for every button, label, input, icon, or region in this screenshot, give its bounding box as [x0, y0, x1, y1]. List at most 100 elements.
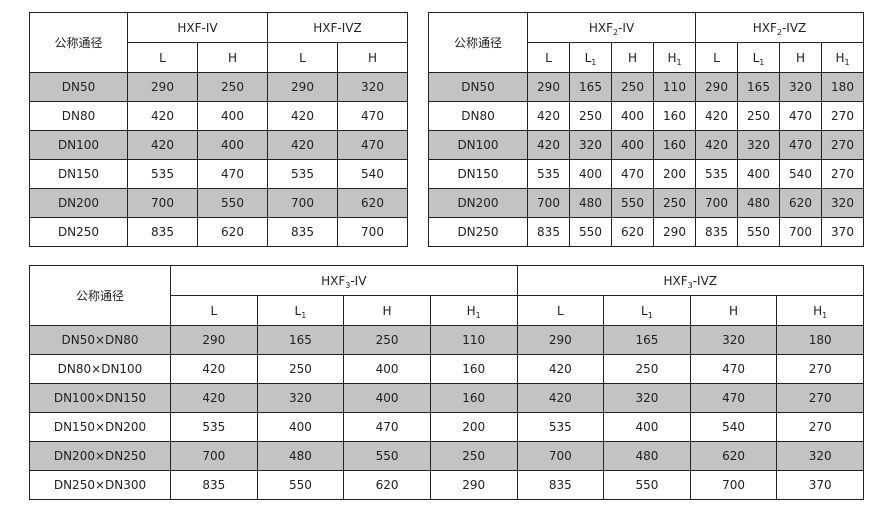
column-name: L [294, 303, 302, 318]
value-cell: 535 [267, 159, 338, 189]
column-name: H [466, 303, 476, 318]
value-cell: 180 [776, 325, 864, 355]
value-cell: 270 [776, 383, 864, 413]
value-cell: 370 [821, 217, 864, 247]
value-cell: 835 [127, 217, 198, 247]
value-cell: 250 [653, 188, 696, 218]
value-cell: 270 [821, 159, 864, 189]
value-cell: 550 [197, 188, 268, 218]
value-cell: 700 [695, 188, 738, 218]
value-cell: 400 [611, 101, 654, 131]
nominal-diameter-cell: DN200 [29, 188, 128, 218]
model-suffix: -IV [350, 273, 367, 288]
column-subscript: 1 [591, 57, 597, 67]
value-cell: 700 [527, 188, 570, 218]
column-header: L [516, 295, 605, 326]
value-cell: 470 [689, 383, 778, 413]
nominal-diameter-cell: DN250 [29, 217, 128, 247]
table-row: DN100×DN150 420 320 400 160 420 320 470 270 [29, 383, 864, 413]
value-cell: 620 [337, 188, 408, 218]
column-header: H1 [776, 295, 864, 326]
value-cell: 290 [127, 72, 198, 102]
dimension-table-hxf: 公称通径 HXF-IV HXF-IVZ L H L H DN50 290 250 290 320 DN8… [29, 12, 408, 247]
value-cell: 270 [821, 130, 864, 160]
value-cell: 420 [516, 354, 605, 384]
table-row: DN80×DN100 420 250 400 160 420 250 470 270 [29, 354, 864, 384]
value-cell: 480 [603, 441, 691, 471]
column-header: H [343, 295, 431, 326]
value-cell: 160 [653, 130, 696, 160]
table-row: DN150 535 400 470 200 535 400 540 270 [428, 159, 864, 189]
value-cell: 420 [695, 101, 738, 131]
value-cell: 550 [737, 217, 780, 247]
column-name: H [729, 303, 739, 318]
column-header: L1 [737, 42, 780, 73]
column-header: H [779, 42, 822, 73]
value-cell: 250 [737, 101, 780, 131]
value-cell: 250 [569, 101, 612, 131]
value-cell: 400 [611, 130, 654, 160]
value-cell: 420 [516, 383, 605, 413]
value-cell: 620 [779, 188, 822, 218]
nominal-diameter-cell: DN150 [29, 159, 128, 189]
column-name: H [627, 50, 638, 65]
value-cell: 250 [611, 72, 654, 102]
value-cell: 550 [343, 441, 431, 471]
column-name: L [641, 303, 648, 318]
table-row: DN50 290 165 250 110 290 165 320 180 [428, 72, 864, 102]
value-cell: 550 [569, 217, 612, 247]
nominal-diameter-cell: DN250×DN300 [29, 470, 171, 500]
column-header: H1 [429, 295, 518, 326]
value-cell: 835 [170, 470, 258, 500]
column-name: H [813, 303, 823, 318]
value-cell: 540 [337, 159, 408, 189]
table-row: DN150×DN200 535 400 470 200 535 400 540 270 [29, 412, 864, 442]
model-suffix: -IVZ [692, 273, 718, 288]
column-header: L1 [603, 295, 691, 326]
column-name: L [556, 303, 564, 318]
value-cell: 700 [127, 188, 198, 218]
value-cell: 420 [267, 101, 338, 131]
table-row: DN250×DN300 835 550 620 290 835 550 700 370 [29, 470, 864, 500]
value-cell: 550 [611, 188, 654, 218]
value-cell: 420 [170, 354, 258, 384]
value-cell: 480 [256, 441, 345, 471]
value-cell: 535 [527, 159, 570, 189]
nominal-diameter-cell: DN250 [428, 217, 528, 247]
nominal-diameter-cell: DN200×DN250 [29, 441, 171, 471]
value-cell: 160 [653, 101, 696, 131]
value-cell: 290 [695, 72, 738, 102]
model-suffix: -IV [201, 20, 218, 35]
value-cell: 420 [267, 130, 338, 160]
column-name: H [382, 303, 392, 318]
column-name: H [227, 50, 238, 65]
value-cell: 320 [603, 383, 691, 413]
value-cell: 420 [127, 101, 198, 131]
value-cell: 320 [779, 72, 822, 102]
column-header: H [197, 42, 268, 73]
model-group-header: HXF2-IV [527, 12, 696, 43]
value-cell: 160 [429, 354, 518, 384]
value-cell: 180 [821, 72, 864, 102]
model-name: HXF [177, 20, 202, 35]
nominal-diameter-cell: DN150 [428, 159, 528, 189]
column-subscript: 1 [301, 310, 307, 320]
value-cell: 420 [527, 130, 570, 160]
corner-header: 公称通径 [29, 265, 171, 326]
value-cell: 165 [256, 325, 345, 355]
value-cell: 160 [429, 383, 518, 413]
table-row: DN250 835 550 620 290 835 550 700 370 [428, 217, 864, 247]
value-cell: 420 [170, 383, 258, 413]
value-cell: 420 [695, 130, 738, 160]
value-cell: 320 [776, 441, 864, 471]
column-subscript: 1 [647, 310, 653, 320]
model-suffix: -IV [618, 20, 635, 35]
column-header: L [695, 42, 738, 73]
value-cell: 470 [343, 412, 431, 442]
column-name: L [713, 50, 720, 65]
value-cell: 320 [737, 130, 780, 160]
value-cell: 320 [256, 383, 345, 413]
nominal-diameter-cell: DN50 [29, 72, 128, 102]
value-cell: 540 [779, 159, 822, 189]
